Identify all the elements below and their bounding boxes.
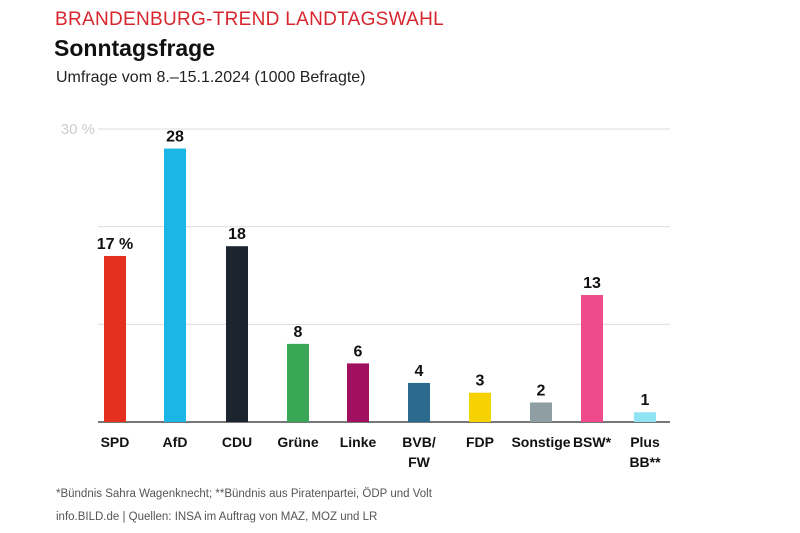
chart-kicker: BRANDENBURG-TREND LANDTAGSWAHL: [55, 9, 445, 30]
value-label: 13: [583, 275, 601, 292]
chart-subtitle: Umfrage vom 8.–15.1.2024 (1000 Befragte): [56, 69, 366, 86]
bar-linke: [347, 363, 369, 422]
category-label: BB**: [629, 454, 661, 470]
bar-bsw: [581, 295, 603, 422]
category-label: CDU: [222, 434, 252, 450]
value-label: 1: [641, 392, 650, 409]
category-label: FDP: [466, 434, 494, 450]
value-label: 17 %: [97, 236, 133, 253]
value-label: 18: [228, 226, 246, 243]
category-label: BVB/: [402, 434, 436, 450]
footnote: *Bündnis Sahra Wagenknecht; **Bündnis au…: [56, 488, 432, 500]
category-label: Grüne: [277, 434, 318, 450]
category-label: BSW*: [573, 434, 612, 450]
category-label: AfD: [163, 434, 188, 450]
source-line: info.BILD.de | Quellen: INSA im Auftrag …: [56, 511, 378, 523]
category-label: FW: [408, 454, 431, 470]
value-label: 6: [354, 343, 363, 360]
y-tick-label: 30 %: [61, 121, 95, 138]
bar-bvb: [408, 382, 430, 422]
bar-plus: [634, 412, 656, 422]
bar-sonstige: [530, 402, 552, 422]
value-label: 3: [476, 373, 485, 390]
category-label: Linke: [340, 434, 377, 450]
bar-afd: [164, 148, 186, 423]
bar-cdu: [226, 246, 248, 422]
chart-title: Sonntagsfrage: [54, 35, 216, 61]
bar-fdp: [469, 392, 491, 422]
value-label: 28: [166, 129, 184, 146]
bar-spd: [104, 255, 126, 422]
category-label: Sonstige: [511, 434, 570, 450]
value-label: 8: [294, 324, 303, 341]
category-label: Plus: [630, 434, 660, 450]
bar-grne: [287, 343, 309, 422]
value-label: 4: [415, 363, 424, 380]
category-label: SPD: [101, 434, 130, 450]
value-label: 2: [537, 382, 546, 399]
